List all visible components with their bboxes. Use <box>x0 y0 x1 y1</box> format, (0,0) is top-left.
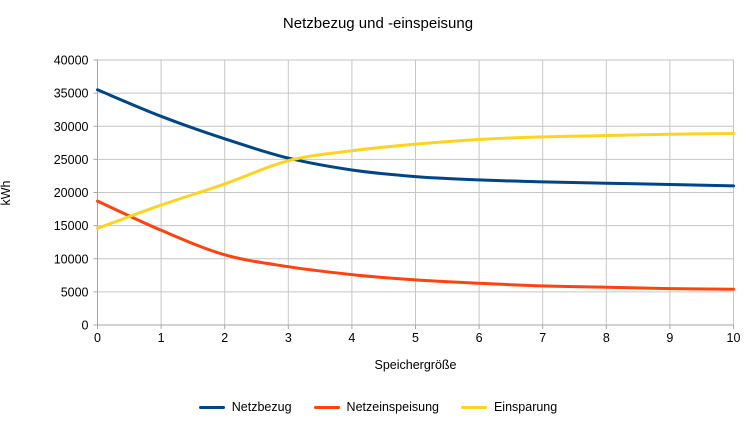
x-tick-label: 6 <box>476 331 483 345</box>
x-axis-title: Speichergröße <box>374 358 457 372</box>
y-tick-label: 20000 <box>54 186 89 200</box>
x-tick-label: 4 <box>348 331 355 345</box>
y-tick-label: 30000 <box>54 120 89 134</box>
x-tick-label: 0 <box>94 331 101 345</box>
chart-title: Netzbezug und -einspeisung <box>282 15 474 32</box>
y-tick-label: 10000 <box>54 252 89 266</box>
series-line-einsparung <box>96 132 735 230</box>
series-line-netzeinspeisung <box>96 199 735 291</box>
y-tick-label: 0 <box>82 319 89 333</box>
y-tick-label: 35000 <box>54 87 89 101</box>
y-tick-label: 40000 <box>54 54 89 68</box>
y-tick-label: 5000 <box>61 285 89 299</box>
legend-line-swatch <box>313 405 340 409</box>
legend: Netzbezug Netzeinspeisung Einsparung <box>0 400 756 414</box>
x-tick-label: 8 <box>603 331 610 345</box>
legend-item-netzeinspeisung: Netzeinspeisung <box>313 400 439 414</box>
y-tick-label: 25000 <box>54 153 89 167</box>
y-axis-title: kWh <box>0 180 13 206</box>
x-tick-label: 5 <box>412 331 419 345</box>
x-tick-label: 9 <box>666 331 673 345</box>
legend-line-swatch <box>198 405 225 409</box>
x-tick-label: 10 <box>727 331 741 345</box>
x-tick-label: 3 <box>285 331 292 345</box>
legend-label: Netzbezug <box>231 400 292 414</box>
x-tick-label: 7 <box>539 331 546 345</box>
legend-label: Einsparung <box>493 400 558 414</box>
series-line-netzbezug <box>96 88 735 188</box>
legend-line-swatch <box>460 405 487 409</box>
y-tick-label: 15000 <box>54 219 89 233</box>
x-tick-label: 2 <box>221 331 228 345</box>
x-tick-label: 1 <box>158 331 165 345</box>
legend-item-einsparung: Einsparung <box>460 400 558 414</box>
legend-label: Netzeinspeisung <box>346 400 439 414</box>
legend-item-netzbezug: Netzbezug <box>198 400 292 414</box>
